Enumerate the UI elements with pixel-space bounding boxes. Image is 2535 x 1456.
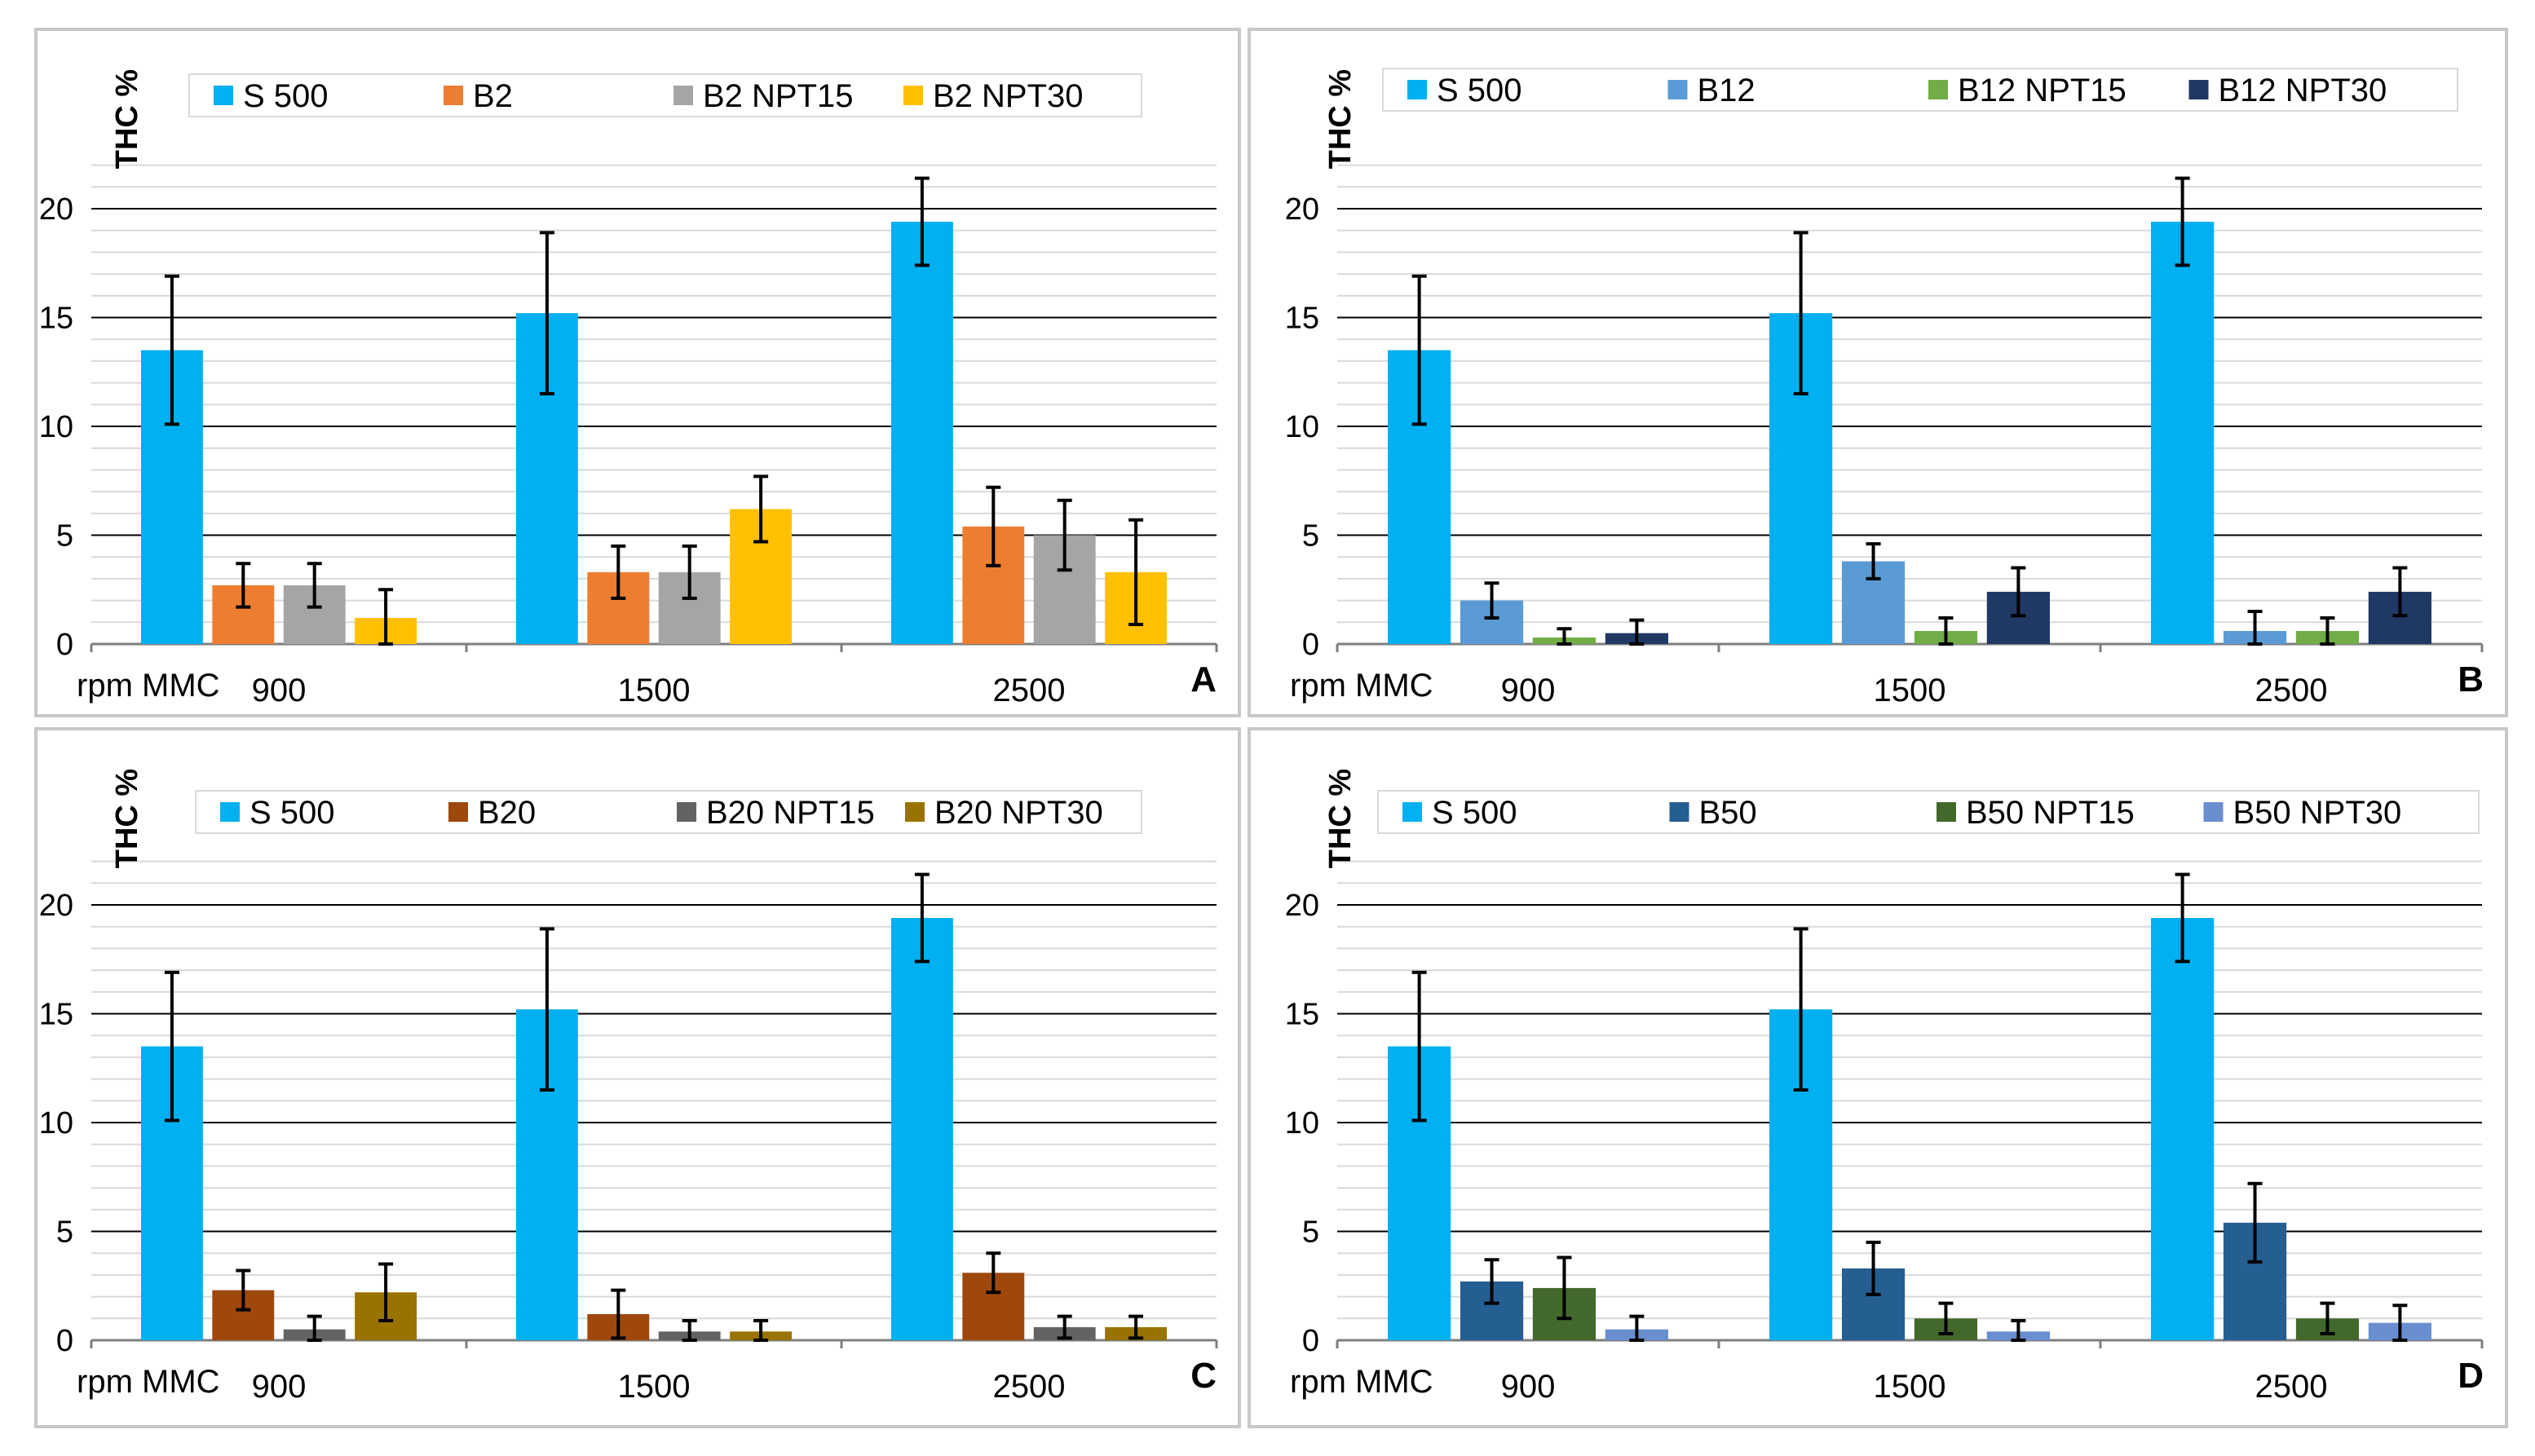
x-category-label: 1500 <box>618 673 691 708</box>
legend-box <box>1377 790 2480 834</box>
y-tick-label: 0 <box>56 1324 73 1358</box>
y-tick-label: 5 <box>1302 1216 1319 1250</box>
legend-swatch <box>1937 802 1956 822</box>
y-tick-label: 0 <box>1302 628 1319 662</box>
legend-swatch <box>1407 80 1427 99</box>
y-tick-label: 10 <box>1285 1106 1319 1141</box>
legend-label: S 500 <box>1432 795 1517 831</box>
x-category-label: 900 <box>252 1369 307 1405</box>
bar-s-500-2500 <box>890 222 953 644</box>
legend-label: B12 NPT30 <box>2219 73 2387 108</box>
chart-panel-d: 0 5 10 15 20 900 1500 2500 rpm MMC THC % D S 500 B50… <box>1248 727 2508 1428</box>
y-tick-label: 10 <box>39 1106 73 1141</box>
y-tick-label: 10 <box>39 410 73 444</box>
y-tick-label: 10 <box>1285 410 1319 444</box>
bar-s-500-2500 <box>890 918 953 1340</box>
legend-swatch <box>673 86 693 105</box>
x-category-label: 2500 <box>993 1369 1066 1405</box>
legend-box <box>1382 68 2458 112</box>
panel-letter: C <box>1190 1356 1217 1396</box>
x-category-label: 2500 <box>2255 1369 2328 1405</box>
y-axis-title: THC % <box>1323 769 1358 868</box>
legend-swatch <box>1402 802 1422 822</box>
legend-swatch <box>214 86 233 105</box>
x-axis-title: rpm MMC <box>1290 1364 1433 1400</box>
y-tick-label: 15 <box>39 998 73 1032</box>
legend-swatch <box>677 802 696 822</box>
legend-label: S 500 <box>250 795 335 831</box>
x-category-label: 1500 <box>618 1369 691 1405</box>
x-category-label: 900 <box>1501 673 1556 708</box>
legend-label: B2 NPT15 <box>703 78 854 114</box>
legend-box <box>188 73 1142 117</box>
x-category-label: 900 <box>1501 1369 1556 1405</box>
legend-label: B12 NPT15 <box>1958 73 2126 108</box>
y-axis-title: THC % <box>110 769 144 868</box>
x-category-label: 2500 <box>2255 673 2328 708</box>
x-axis-title: rpm MMC <box>77 1364 220 1400</box>
bar-s-500-2500 <box>2151 918 2215 1340</box>
x-category-label: 900 <box>252 673 307 708</box>
legend-label: B20 NPT15 <box>706 795 875 831</box>
legend-label: B20 NPT30 <box>934 795 1103 831</box>
y-tick-label: 15 <box>39 302 73 336</box>
legend-label: S 500 <box>243 78 329 114</box>
legend-label: B2 <box>473 78 513 114</box>
legend-swatch <box>905 802 925 822</box>
y-tick-label: 20 <box>39 192 73 227</box>
panel-letter: A <box>1190 660 1217 699</box>
y-tick-label: 15 <box>1285 998 1319 1032</box>
legend-label: S 500 <box>1437 73 1522 108</box>
legend-swatch <box>903 86 923 105</box>
y-axis-title: THC % <box>1323 69 1358 169</box>
legend-swatch <box>220 802 240 822</box>
legend-label: B2 NPT30 <box>933 78 1084 114</box>
legend-label: B50 <box>1699 795 1757 831</box>
y-tick-label: 20 <box>1285 889 1319 923</box>
y-tick-label: 0 <box>56 628 73 662</box>
legend-swatch <box>1669 802 1689 822</box>
panel-letter: D <box>2458 1356 2484 1396</box>
y-tick-label: 0 <box>1302 1324 1319 1358</box>
y-axis-title: THC % <box>110 69 144 169</box>
x-category-label: 1500 <box>1874 1369 1946 1405</box>
y-tick-label: 20 <box>1285 192 1319 227</box>
x-category-label: 1500 <box>1874 673 1946 708</box>
y-tick-label: 15 <box>1285 302 1319 336</box>
legend-swatch <box>1928 80 1948 99</box>
chart-panel-b: 0 5 10 15 20 900 1500 2500 rpm MMC THC % B S 500 B12… <box>1248 28 2508 717</box>
legend-label: B20 <box>478 795 536 831</box>
legend-swatch <box>1667 80 1688 99</box>
x-category-label: 2500 <box>993 673 1066 708</box>
legend-swatch <box>448 802 468 822</box>
legend-label: B50 NPT15 <box>1966 795 2135 831</box>
legend-label: B50 NPT30 <box>2233 795 2402 831</box>
panel-letter: B <box>2458 660 2484 699</box>
chart-panel-c: 0 5 10 15 20 900 1500 2500 rpm MMC THC % C S 500 B20… <box>34 727 1241 1428</box>
x-axis-title: rpm MMC <box>77 668 220 704</box>
chart-panel-a: 0 5 10 15 20 900 1500 2500 rpm MMC THC % A S 500 B2 B… <box>34 28 1241 717</box>
bar-s-500-2500 <box>2151 222 2215 644</box>
legend-box <box>195 790 1142 834</box>
legend-swatch <box>444 86 463 105</box>
legend-swatch <box>2188 80 2209 99</box>
y-tick-label: 5 <box>56 1216 73 1250</box>
x-axis-title: rpm MMC <box>1290 668 1433 704</box>
legend-label: B12 <box>1698 73 1756 108</box>
y-tick-label: 5 <box>56 519 73 554</box>
y-tick-label: 5 <box>1302 519 1319 554</box>
legend-swatch <box>2203 802 2224 822</box>
y-tick-label: 20 <box>39 889 73 923</box>
